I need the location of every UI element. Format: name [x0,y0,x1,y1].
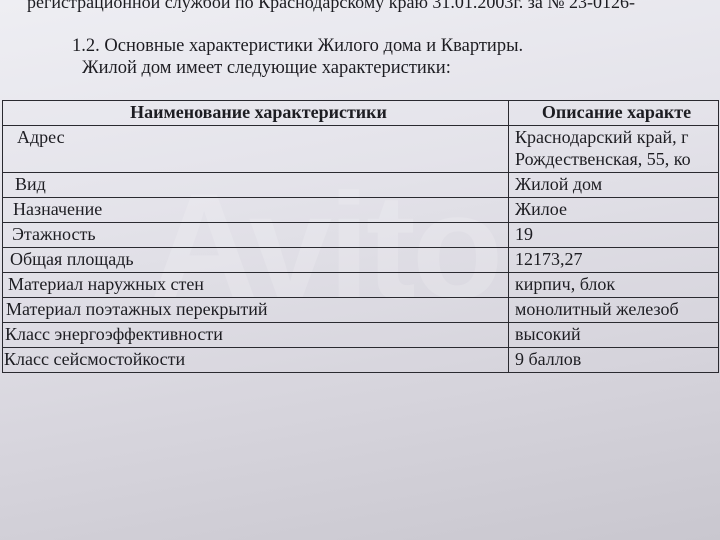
table-row: Этажность 19 [2,222,719,248]
table-row: Адрес Краснодарский край, г Рождественска… [2,125,719,173]
row-value: 19 [508,222,719,248]
table-row: Класс энергоэффективности высокий [2,322,719,348]
section-heading: 1.2. Основные характеристики Жилого дома… [72,36,524,56]
row-name: Материал наружных стен [2,272,509,298]
row-value: 12173,27 [508,247,719,273]
row-name: Общая площадь [2,247,509,273]
row-value: 9 баллов [508,347,719,373]
row-value: кирпич, блок [508,272,719,298]
row-name: Адрес [2,125,509,173]
text-line-registration: регистрационной службой по Краснодарском… [27,0,636,12]
table-row: Назначение Жилое [2,197,719,223]
row-name: Вид [2,172,509,198]
row-value: Жилой дом [508,172,719,198]
intro-text: Жилой дом имеет следующие характеристики… [82,58,451,78]
row-value: Краснодарский край, г Рождественская, 55,… [508,125,719,173]
row-name: Назначение [2,197,509,223]
row-value: высокий [508,322,719,348]
table-header-row: Наименование характеристики Описание хар… [2,100,719,126]
characteristics-table: Наименование характеристики Описание хар… [2,100,719,373]
table-row: Материал наружных стен кирпич, блок [2,272,719,298]
table-row: Класс сейсмостойкости 9 баллов [2,347,719,373]
row-name: Этажность [2,222,509,248]
header-name: Наименование характеристики [2,100,509,126]
row-name: Материал поэтажных перекрытий [2,297,509,323]
table-row: Материал поэтажных перекрытий монолитный … [2,297,719,323]
header-description: Описание характе [508,100,719,126]
row-name: Класс энергоэффективности [2,322,509,348]
row-value: Жилое [508,197,719,223]
address-line-1: Краснодарский край, г [515,127,689,147]
table-row: Общая площадь 12173,27 [2,247,719,273]
row-value: монолитный железоб [508,297,719,323]
table-row: Вид Жилой дом [2,172,719,198]
row-name: Класс сейсмостойкости [2,347,509,373]
address-line-2: Рождественская, 55, ко [515,149,691,169]
